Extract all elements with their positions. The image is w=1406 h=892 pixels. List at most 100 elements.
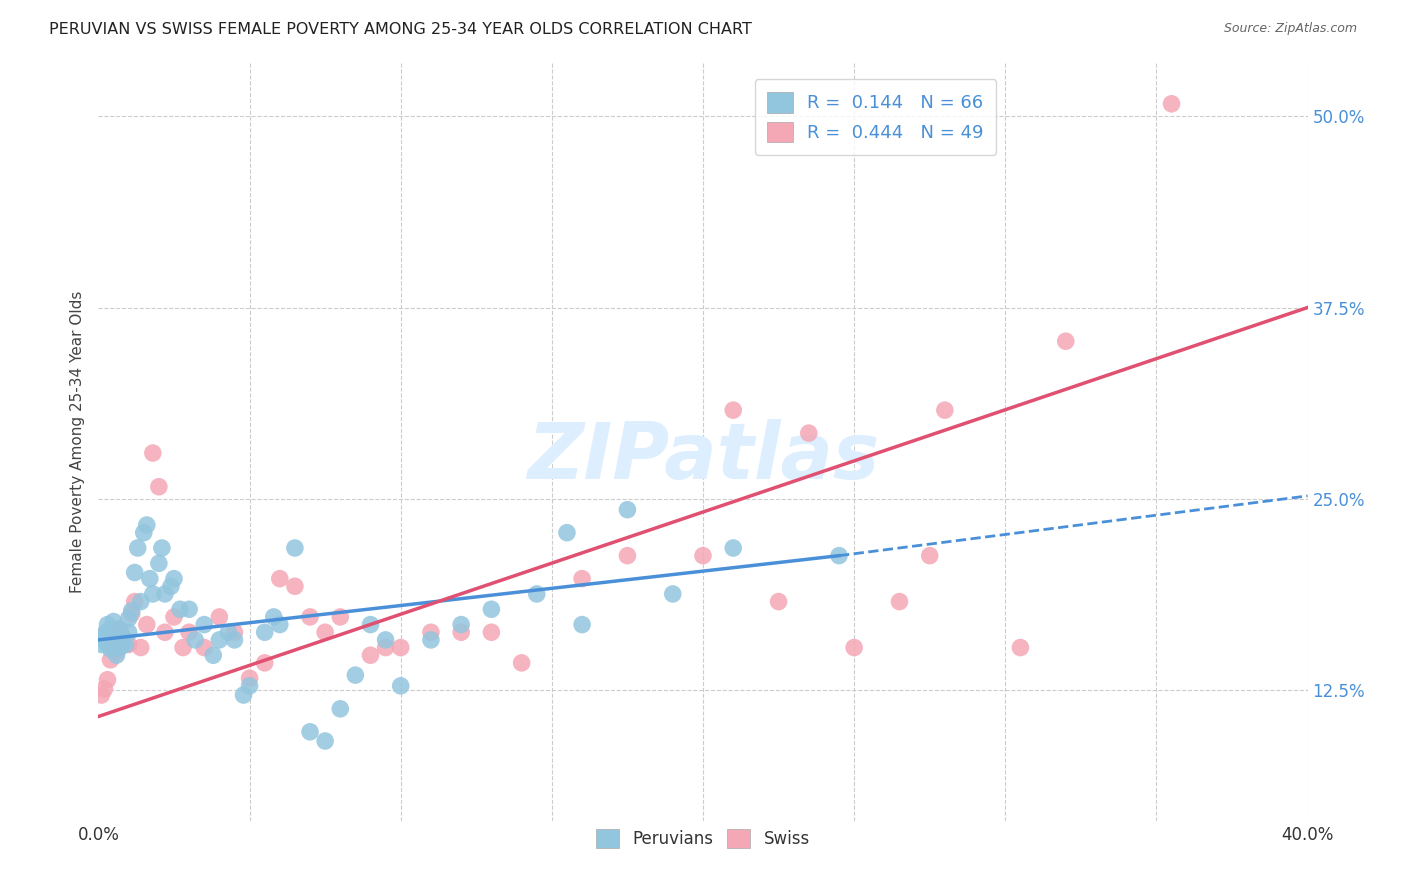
Point (389, 640, 412, 655)
Point (360, 648, 382, 663)
Point (450, 617, 472, 632)
Point (481, 625, 503, 640)
Text: PERUVIAN VS SWISS FEMALE POVERTY AMONG 25-34 YEAR OLDS CORRELATION CHART: PERUVIAN VS SWISS FEMALE POVERTY AMONG 2… (49, 22, 752, 37)
Point (450, 625, 472, 640)
Point (118, 638, 141, 652)
Point (692, 549, 714, 563)
Point (329, 610, 352, 624)
Point (314, 625, 336, 640)
Point (284, 541, 307, 555)
Point (360, 617, 382, 632)
Point (797, 426, 820, 441)
Point (139, 572, 162, 586)
Point (1010, 640, 1032, 655)
Point (153, 625, 176, 640)
Point (420, 632, 443, 647)
Point (510, 656, 533, 670)
Point (96, 617, 118, 632)
Point (314, 734, 336, 748)
Point (108, 622, 131, 636)
Point (616, 549, 638, 563)
Point (148, 480, 170, 494)
Point (844, 640, 866, 655)
Point (118, 625, 141, 640)
Point (111, 630, 134, 644)
Point (90, 638, 112, 652)
Point (148, 557, 170, 571)
Point (269, 617, 291, 632)
Point (103, 638, 125, 652)
Point (90, 688, 112, 702)
Point (142, 587, 165, 601)
Point (129, 640, 152, 655)
Point (555, 525, 578, 540)
Point (481, 602, 503, 616)
Point (142, 446, 165, 460)
Point (96, 638, 118, 652)
Point (103, 628, 125, 642)
Point (150, 541, 173, 555)
Point (100, 653, 122, 667)
Point (253, 625, 276, 640)
Point (526, 587, 548, 601)
Point (153, 587, 176, 601)
Point (329, 702, 352, 716)
Point (179, 625, 201, 640)
Point (163, 572, 186, 586)
Point (918, 549, 941, 563)
Point (723, 541, 745, 555)
Point (108, 622, 131, 636)
Point (208, 610, 231, 624)
Point (121, 604, 143, 618)
Point (96, 673, 118, 687)
Point (253, 656, 276, 670)
Point (121, 607, 143, 621)
Point (571, 572, 593, 586)
Point (299, 724, 322, 739)
Point (1054, 334, 1077, 349)
Point (111, 636, 134, 650)
Point (768, 594, 790, 608)
Point (263, 610, 285, 624)
Point (184, 632, 207, 647)
Point (105, 648, 128, 663)
Point (344, 668, 367, 682)
Point (111, 630, 134, 644)
Point (208, 632, 231, 647)
Point (135, 617, 157, 632)
Point (135, 518, 157, 533)
Point (374, 640, 396, 655)
Point (224, 632, 246, 647)
Point (100, 642, 122, 657)
Point (661, 587, 683, 601)
Point (105, 645, 128, 659)
Point (239, 679, 262, 693)
Point (100, 632, 122, 647)
Point (172, 640, 194, 655)
Point (389, 679, 412, 693)
Point (132, 525, 155, 540)
Point (828, 549, 851, 563)
Point (420, 625, 443, 640)
Point (129, 594, 152, 608)
Point (169, 602, 191, 616)
Point (193, 617, 215, 632)
Point (93, 627, 115, 641)
Point (103, 638, 125, 652)
Y-axis label: Female Poverty Among 25-34 Year Olds: Female Poverty Among 25-34 Year Olds (69, 291, 84, 592)
Point (114, 638, 136, 652)
Point (105, 632, 128, 647)
Point (193, 640, 215, 655)
Point (232, 688, 254, 702)
Point (124, 566, 146, 580)
Point (723, 403, 745, 417)
Point (96, 625, 118, 640)
Point (118, 611, 141, 625)
Point (108, 640, 131, 655)
Text: ZIPatlas: ZIPatlas (527, 418, 879, 495)
Point (934, 403, 956, 417)
Legend: Peruvians, Swiss: Peruvians, Swiss (586, 819, 820, 858)
Point (179, 602, 201, 616)
Point (889, 594, 911, 608)
Point (100, 622, 122, 636)
